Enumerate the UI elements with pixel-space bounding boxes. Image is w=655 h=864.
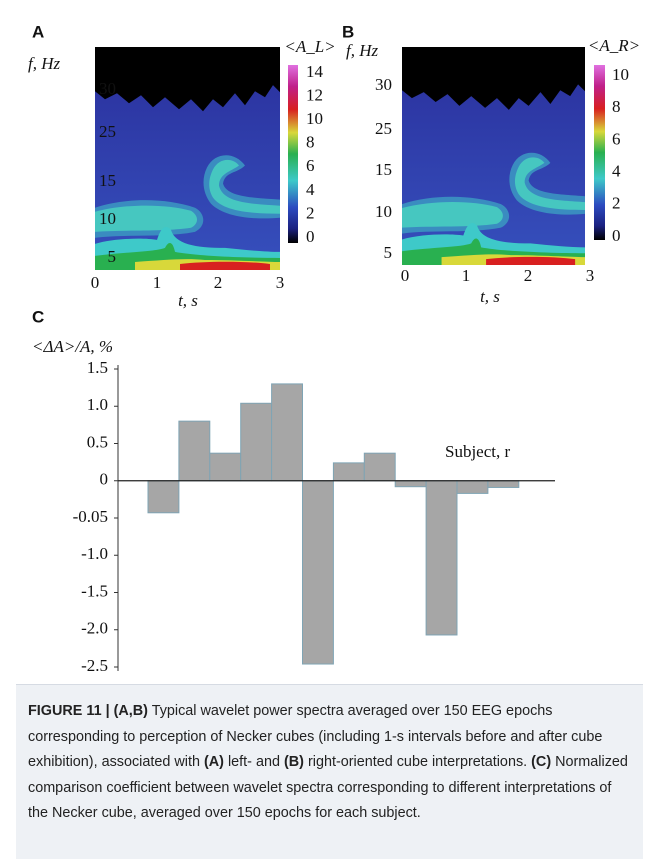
bar	[487, 480, 520, 488]
y-tick-label: 10	[375, 202, 392, 221]
colorbar-tick-label: 12	[306, 85, 323, 104]
colorbar-label: <A_R>	[588, 36, 640, 55]
y-tick-label: -1.0	[81, 544, 108, 563]
colorbar-tick-label: 2	[306, 203, 315, 222]
x-tick-label: 1	[153, 273, 162, 292]
y-tick-label: 15	[375, 160, 392, 179]
bar	[178, 420, 211, 482]
bar	[302, 480, 334, 665]
y-tick-label: 1.5	[87, 358, 108, 377]
y-tick-label: 10	[99, 209, 116, 228]
bar	[456, 480, 489, 494]
bar	[147, 480, 180, 514]
colorbar-tick-label: 6	[306, 156, 315, 175]
y-tick-label: 5	[108, 247, 117, 266]
bar	[209, 452, 242, 482]
bar	[271, 383, 304, 482]
y-axis-label: <ΔA>/A, %	[32, 337, 113, 356]
x-tick-label: 0	[401, 266, 410, 285]
colorbar-tick-label: 0	[306, 227, 315, 246]
caption-text: left- and	[223, 754, 284, 771]
y-tick-label: 25	[99, 122, 116, 141]
x-tick-label: 2	[214, 273, 223, 292]
x-tick-label: 3	[586, 266, 595, 285]
x-axis-label: Subject, r	[445, 442, 510, 461]
colorbar-tick-label: 2	[612, 194, 621, 213]
caption-text: FIGURE 11 | (A,B)	[28, 703, 148, 719]
x-tick-label: 2	[524, 266, 533, 285]
x-axis-label: t, s	[178, 291, 198, 310]
y-tick-label: 15	[99, 171, 116, 190]
caption-text: Typical wavelet power spectra averaged o…	[28, 703, 603, 771]
y-tick-label: 30	[99, 79, 116, 98]
caption-text: (B)	[283, 754, 304, 771]
bar	[240, 402, 273, 482]
colorbar-tick-label: 4	[612, 162, 621, 181]
heatmap-b	[402, 47, 585, 265]
y-axis-label: f, Hz	[28, 54, 61, 73]
y-tick-label: -2.5	[81, 656, 108, 675]
y-tick-label: -0.05	[73, 507, 108, 526]
colorbar-a	[288, 65, 298, 243]
caption-text: Normalized comparison coefficient betwee…	[28, 754, 628, 822]
y-tick-label: 25	[375, 119, 392, 138]
colorbar-tick-label: 0	[612, 226, 621, 245]
y-tick-label: 0.5	[87, 432, 108, 451]
caption-text: (C)	[531, 754, 552, 771]
colorbar-tick-label: 6	[612, 129, 621, 148]
colorbar-tick-label: 4	[306, 180, 315, 199]
panel-label: A	[32, 22, 44, 41]
x-tick-label: 0	[91, 273, 100, 292]
y-tick-label: 1.0	[87, 395, 108, 414]
bar	[394, 480, 427, 488]
colorbar-b	[594, 65, 605, 240]
colorbar-tick-label: 10	[612, 65, 629, 84]
x-tick-label: 3	[276, 273, 285, 292]
colorbar-tick-label: 8	[306, 133, 315, 152]
bar	[332, 462, 365, 482]
heatmap-a	[95, 47, 280, 270]
y-axis-label: f, Hz	[346, 41, 379, 60]
x-axis-label: t, s	[480, 287, 500, 306]
colorbar-tick-label: 10	[306, 109, 323, 128]
bar	[363, 452, 396, 482]
caption-text: right-oriented cube interpretations.	[303, 754, 532, 771]
y-tick-label: -1.5	[81, 581, 108, 600]
colorbar-label: <A_L>	[284, 37, 335, 56]
y-tick-label: 5	[384, 243, 393, 262]
caption: FIGURE 11 | (A,B) Typical wavelet power …	[16, 684, 643, 859]
y-tick-label: -2.0	[81, 619, 108, 638]
panel-label: C	[32, 307, 44, 326]
x-tick-label: 1	[462, 266, 471, 285]
panel-label: B	[342, 22, 354, 41]
colorbar-tick-label: 14	[306, 62, 324, 81]
bar	[425, 480, 458, 636]
colorbar-tick-label: 8	[612, 97, 621, 116]
caption-text: (A)	[203, 754, 224, 771]
y-tick-label: 30	[375, 75, 392, 94]
y-tick-label: 0	[100, 470, 109, 489]
